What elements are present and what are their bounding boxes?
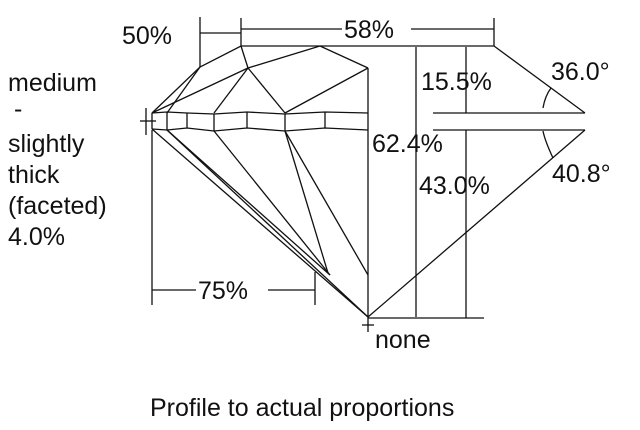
crown-facet [213,67,249,114]
crown-facet [319,45,369,69]
table-label: 58% [344,16,394,44]
crown-facet [247,45,321,69]
svg-text:thick: thick [8,161,60,189]
girdle-top [151,111,369,115]
svg-text:4.0%: 4.0% [8,223,65,251]
svg-text:-: - [14,95,22,123]
crown-facet [240,45,249,69]
lower-half-label: 75% [198,277,248,305]
crown-facet [247,67,286,114]
crown-percent-label: 15.5% [421,68,492,96]
girdle-bottom [151,127,369,132]
crown-height-label: 50% [122,22,172,50]
diamond-outline [140,17,586,332]
pavilion-angle-label: 40.8° [552,160,611,188]
svg-text:medium: medium [8,69,97,97]
total-depth-label: 62.4% [372,130,443,158]
culet-label: none [375,326,431,354]
crown-angle-label: 36.0° [551,58,610,86]
pavilion-depth-label: 43.0% [419,172,490,200]
svg-text:(faceted): (faceted) [8,192,107,220]
crown-facet [151,67,249,114]
girdle-label: medium - slightly thick (faceted) 4.0% [8,69,107,251]
crown-facet [284,67,369,114]
crown-facet [166,66,201,114]
svg-text:slightly: slightly [8,130,85,158]
caption: Profile to actual proportions [150,394,454,422]
